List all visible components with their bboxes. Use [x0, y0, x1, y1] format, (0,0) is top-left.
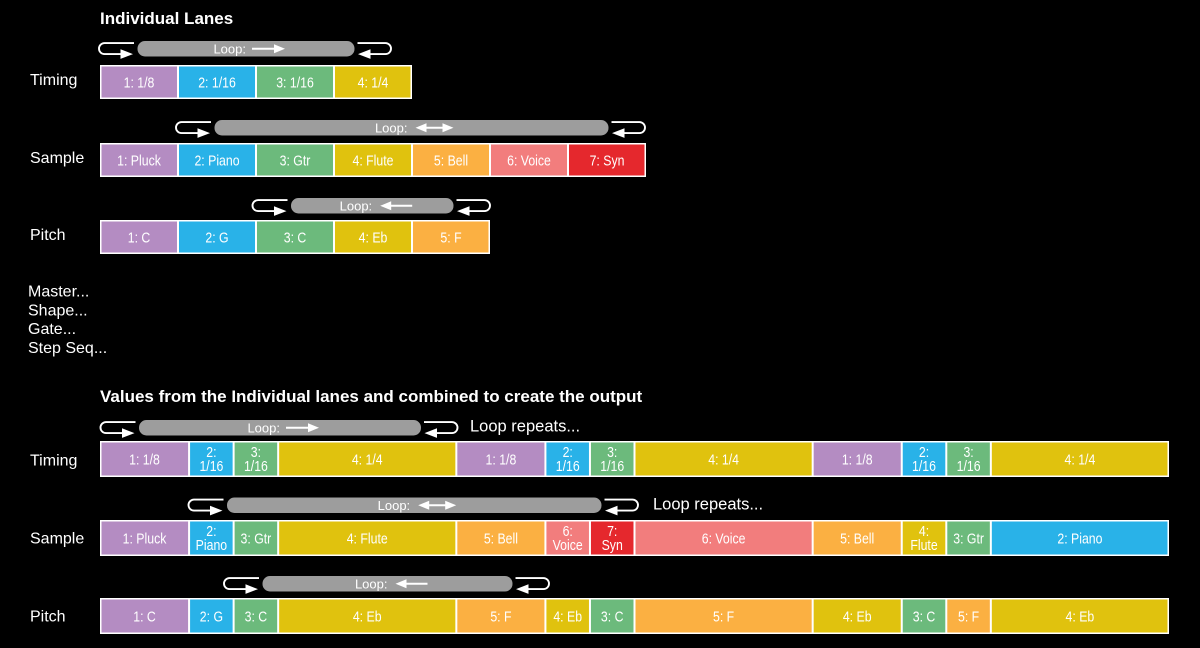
svg-text:2: 1/16: 2: 1/16	[198, 75, 236, 91]
svg-text:Syn: Syn	[602, 537, 623, 553]
svg-text:1: 1/8: 1: 1/8	[124, 75, 155, 91]
svg-text:Flute: Flute	[910, 537, 938, 553]
svg-text:5: Bell: 5: Bell	[434, 153, 468, 169]
svg-text:Loop:: Loop:	[340, 198, 373, 213]
svg-text:3: Gtr: 3: Gtr	[953, 531, 984, 547]
svg-text:4: 1/4: 4: 1/4	[358, 75, 389, 91]
svg-text:Voice: Voice	[553, 537, 583, 553]
svg-text:Loop repeats...: Loop repeats...	[470, 417, 580, 435]
svg-text:1: 1/8: 1: 1/8	[842, 452, 873, 468]
svg-text:7: Syn: 7: Syn	[590, 153, 625, 169]
svg-text:3:: 3:	[251, 444, 261, 460]
svg-text:Step Seq...: Step Seq...	[28, 340, 107, 357]
svg-text:5: F: 5: F	[440, 230, 461, 246]
svg-text:4: Flute: 4: Flute	[347, 531, 388, 547]
svg-text:5: Bell: 5: Bell	[840, 531, 874, 547]
svg-text:1: 1/8: 1: 1/8	[486, 452, 517, 468]
svg-text:5: F: 5: F	[713, 609, 734, 625]
svg-text:3: C: 3: C	[601, 609, 624, 625]
svg-text:2:: 2:	[563, 444, 573, 460]
svg-text:4: Flute: 4: Flute	[353, 153, 394, 169]
svg-text:3: C: 3: C	[245, 609, 268, 625]
svg-text:Individual Lanes: Individual Lanes	[100, 9, 233, 28]
svg-text:Gate...: Gate...	[28, 321, 76, 338]
svg-text:1: C: 1: C	[133, 609, 156, 625]
svg-text:2:: 2:	[206, 444, 216, 460]
svg-text:Master...: Master...	[28, 284, 89, 301]
svg-text:3:: 3:	[963, 444, 973, 460]
svg-text:6:: 6:	[563, 523, 573, 539]
svg-text:2: G: 2: G	[205, 230, 228, 246]
svg-text:1/16: 1/16	[556, 458, 580, 474]
svg-text:5: F: 5: F	[490, 609, 511, 625]
svg-text:Pitch: Pitch	[30, 609, 66, 626]
svg-text:6: Voice: 6: Voice	[507, 153, 551, 169]
svg-text:Loop:: Loop:	[247, 420, 280, 435]
svg-text:3: Gtr: 3: Gtr	[280, 153, 311, 169]
svg-text:Shape...: Shape...	[28, 302, 88, 319]
svg-text:Timing: Timing	[30, 72, 77, 89]
svg-text:7:: 7:	[607, 523, 617, 539]
svg-text:Loop:: Loop:	[375, 120, 408, 135]
svg-text:Loop:: Loop:	[213, 42, 246, 57]
svg-text:Loop:: Loop:	[355, 577, 388, 592]
svg-text:3:: 3:	[607, 444, 617, 460]
svg-text:4: Eb: 4: Eb	[553, 609, 582, 625]
svg-text:1: C: 1: C	[128, 230, 151, 246]
svg-text:2:: 2:	[206, 523, 216, 539]
svg-text:4: Eb: 4: Eb	[1066, 609, 1095, 625]
svg-text:1/16: 1/16	[199, 458, 223, 474]
svg-text:4: 1/4: 4: 1/4	[352, 452, 383, 468]
svg-text:4: 1/4: 4: 1/4	[708, 452, 739, 468]
svg-text:3: C: 3: C	[284, 230, 307, 246]
svg-text:4: Eb: 4: Eb	[359, 230, 388, 246]
svg-text:Loop repeats...: Loop repeats...	[653, 495, 763, 513]
svg-text:6: Voice: 6: Voice	[702, 531, 746, 547]
svg-text:Piano: Piano	[196, 537, 228, 553]
svg-text:4: Eb: 4: Eb	[843, 609, 872, 625]
svg-text:Loop:: Loop:	[378, 498, 411, 513]
svg-text:1/16: 1/16	[244, 458, 268, 474]
svg-text:Sample: Sample	[30, 150, 84, 167]
svg-text:2: Piano: 2: Piano	[194, 153, 239, 169]
svg-text:4: 1/4: 4: 1/4	[1065, 452, 1096, 468]
svg-text:1: Pluck: 1: Pluck	[117, 153, 161, 169]
svg-text:2: G: 2: G	[200, 609, 223, 625]
svg-text:1: Pluck: 1: Pluck	[123, 531, 167, 547]
svg-text:1/16: 1/16	[957, 458, 981, 474]
svg-text:3: 1/16: 3: 1/16	[276, 75, 314, 91]
svg-text:3: Gtr: 3: Gtr	[241, 531, 272, 547]
svg-text:4:: 4:	[919, 523, 929, 539]
svg-text:5: Bell: 5: Bell	[484, 531, 518, 547]
svg-text:Pitch: Pitch	[30, 227, 66, 244]
svg-text:3: C: 3: C	[913, 609, 936, 625]
svg-text:2:: 2:	[919, 444, 929, 460]
svg-text:1: 1/8: 1: 1/8	[129, 452, 160, 468]
svg-text:5: F: 5: F	[958, 609, 979, 625]
svg-text:1/16: 1/16	[600, 458, 624, 474]
svg-text:1/16: 1/16	[912, 458, 936, 474]
svg-text:4: Eb: 4: Eb	[353, 609, 382, 625]
svg-text:Timing: Timing	[30, 453, 77, 470]
svg-text:2: Piano: 2: Piano	[1057, 531, 1102, 547]
svg-text:Values from the Individual lan: Values from the Individual lanes and com…	[100, 387, 643, 406]
svg-text:Sample: Sample	[30, 531, 84, 548]
